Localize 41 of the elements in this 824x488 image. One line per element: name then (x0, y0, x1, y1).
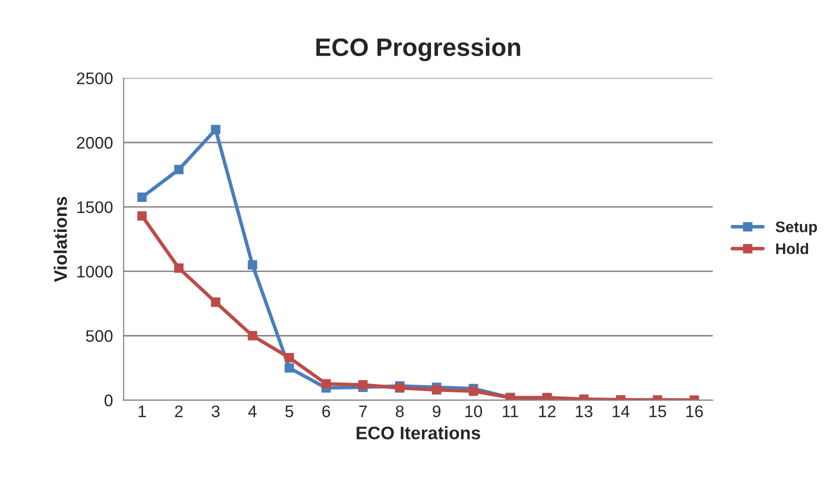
x-tick-label: 6 (322, 405, 330, 418)
x-tick-label: 4 (248, 406, 257, 418)
x-tick-label: 10 (465, 405, 482, 418)
point (137, 192, 147, 202)
y-tick-label: 0 (104, 394, 113, 406)
y-tick-label: 500 (86, 330, 113, 342)
point (358, 380, 368, 390)
point (210, 124, 220, 134)
y-tick-label: 2000 (76, 136, 113, 149)
point (468, 386, 478, 396)
point (248, 331, 258, 340)
x-tick-label: 7 (359, 406, 367, 418)
x-tick-label: 12 (539, 405, 556, 418)
legend-label: Hold (776, 242, 808, 254)
x-axis-title: ECO Iterations (356, 426, 480, 440)
y-tick-label: 1500 (77, 201, 113, 214)
x-tick-label: 5 (285, 406, 294, 418)
y-axis-title: Violations (54, 196, 67, 282)
x-tick-label: 1 (138, 406, 146, 418)
x-tick-label: 14 (612, 406, 630, 418)
point (284, 352, 294, 362)
x-tick-label: 8 (396, 405, 404, 418)
point (321, 379, 331, 388)
y-tick-label: 1000 (77, 266, 113, 278)
point (210, 298, 220, 307)
x-tick-label: 15 (650, 406, 666, 418)
legend-label: Setup (776, 221, 817, 236)
x-tick-label: 2 (175, 405, 183, 418)
point (174, 263, 184, 273)
point (432, 385, 442, 395)
x-tick-label: 13 (576, 405, 592, 418)
x-tick-label: 11 (502, 406, 518, 418)
point (248, 260, 258, 270)
chart-title: ECO Progression (316, 38, 520, 62)
point (137, 211, 147, 221)
point (284, 363, 294, 373)
y-tick-label: 2500 (76, 72, 113, 84)
x-tick-label: 16 (686, 405, 703, 418)
point (174, 164, 184, 174)
x-tick-label: 9 (432, 405, 440, 418)
x-tick-label: 3 (212, 405, 220, 418)
